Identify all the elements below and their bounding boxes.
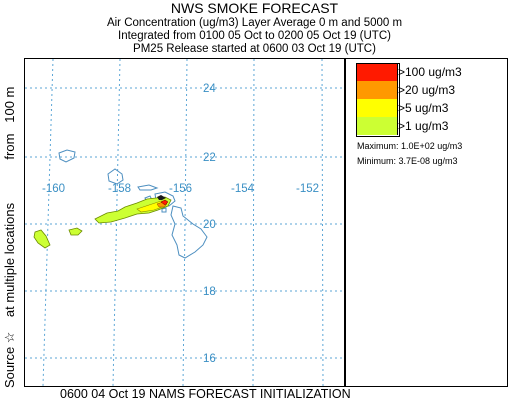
lat-label-18: 18 (203, 286, 216, 298)
lat-label-24: 24 (203, 83, 216, 95)
map-panel: 24 22 20 18 16 -160 -158 -156 -154 -152 (24, 58, 345, 387)
lon-label-160: -160 (42, 183, 65, 195)
graticule (25, 59, 344, 386)
lat-label-22: 22 (203, 152, 216, 164)
coast-molokai (137, 184, 159, 191)
map-title: NWS SMOKE FORECAST (170, 0, 339, 16)
title-release-line: PM25 Release started at 0600 03 Oct 19 (… (133, 43, 376, 55)
grid-lon-154 (252, 59, 255, 386)
lon-label-154: -154 (231, 183, 255, 195)
lon-label-158: -158 (108, 183, 131, 195)
legend-minimum: Minimum: 3.7E-08 ug/m3 (357, 156, 458, 166)
grid-lon-160 (42, 59, 54, 386)
legend-label-5: >5 ug/m3 (398, 101, 449, 115)
lon-label-152: -152 (296, 183, 319, 195)
map-canvas: 24 22 20 18 16 -160 -158 -156 -154 -152 (25, 59, 344, 386)
legend-swatch-100 (356, 63, 398, 81)
plume-west-1 (33, 229, 51, 249)
title-concentration-line: Air Concentration (ug/m3) Layer Average … (106, 17, 403, 29)
grid-lon-156 (182, 59, 188, 386)
grid-lon-152 (321, 59, 324, 386)
title-integration-line: Integrated from 0100 05 Oct to 0200 05 O… (118, 30, 391, 42)
smoke-plume (33, 195, 172, 249)
lat-label-16: 16 (203, 353, 216, 365)
plume-main (94, 196, 172, 224)
legend-swatch-20 (356, 81, 398, 99)
lon-label-156: -156 (169, 183, 192, 195)
plume-100ug (160, 199, 169, 206)
grid-labels: 24 22 20 18 16 -160 -158 -156 -154 -152 (42, 83, 319, 365)
legend-maximum: Maximum: 1.0E+02 ug/m3 (357, 141, 463, 151)
coast-big-island (170, 205, 208, 259)
source-marks (157, 195, 166, 200)
legend-swatch-1 (356, 117, 398, 135)
legend-label-1: >1 ug/m3 (398, 119, 449, 133)
legend-label-100: >100 ug/m3 (398, 65, 462, 79)
forecast-initialization-label: 0600 04 Oct 19 NAMS FORECAST INITIALIZAT… (60, 387, 351, 401)
source-side-label: Source ☆ at multiple locations from 100 … (2, 86, 17, 388)
plume-west-2 (68, 227, 83, 236)
grid-lon-158 (112, 59, 121, 386)
legend-panel: >100 ug/m3 >20 ug/m3 >5 ug/m3 >1 ug/m3 M… (345, 58, 508, 387)
coast-oahu (107, 168, 124, 185)
legend-swatch-5 (356, 99, 398, 117)
lat-label-20: 20 (203, 219, 216, 231)
coast-niihau-kauai (58, 149, 76, 163)
legend-label-20: >20 ug/m3 (398, 83, 456, 97)
coast-kahoolawe (161, 207, 167, 213)
